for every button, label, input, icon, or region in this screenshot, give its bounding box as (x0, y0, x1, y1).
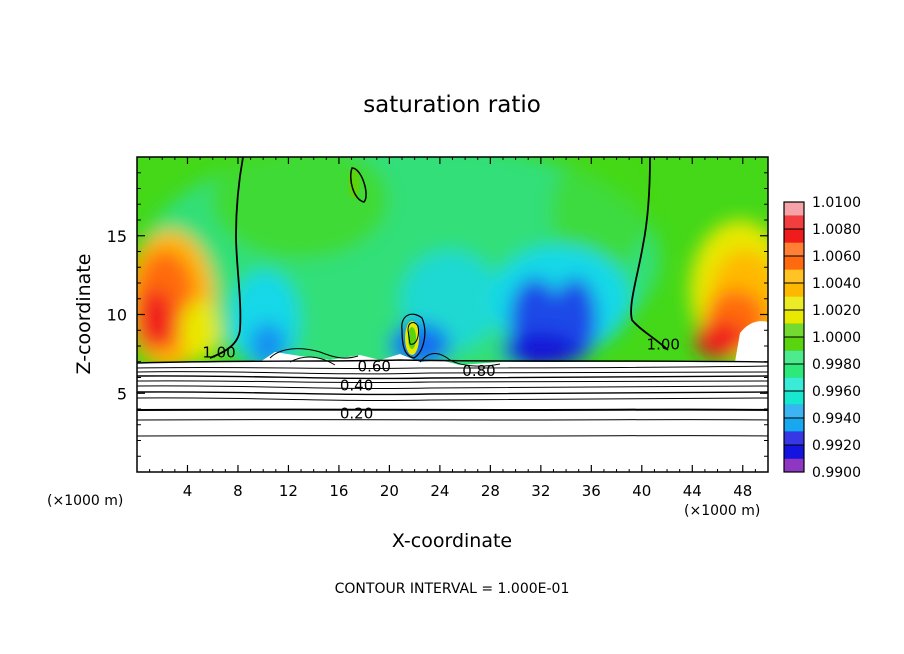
colorbar-band (784, 431, 804, 446)
x-tick-label: 40 (632, 482, 651, 500)
colorbar-band (784, 269, 804, 284)
chart-title: saturation ratio (363, 92, 541, 118)
colorbar-label: 0.9980 (812, 357, 861, 373)
colorbar-band (784, 283, 804, 297)
colorbar-label: 1.0100 (812, 195, 861, 211)
colorbar-band (784, 215, 804, 230)
contour-interval-note: CONTOUR INTERVAL = 1.000E-01 (335, 581, 570, 597)
colorbar-band (784, 418, 804, 432)
y-tick-label: 15 (107, 227, 127, 246)
colorbar-label: 1.0020 (812, 303, 861, 319)
y-axis-label: Z-coordinate (73, 254, 95, 375)
colorbar-band (784, 256, 804, 270)
colorbar-label: 1.0080 (812, 222, 861, 238)
x-unit-left: (×1000 m) (47, 493, 123, 509)
x-tick-label: 44 (683, 482, 702, 500)
colorbar-label: 0.9960 (812, 384, 861, 400)
contour-label: 0.80 (462, 362, 495, 380)
colorbar-band (784, 404, 804, 419)
field-shading (137, 157, 768, 380)
x-tick-label: 16 (329, 482, 348, 500)
contour-label: 0.40 (340, 376, 373, 394)
colorbar-label: 0.9900 (812, 465, 861, 481)
colorbar-label: 0.9940 (812, 411, 861, 427)
colorbar-band (784, 377, 804, 392)
x-tick-label: 28 (481, 482, 500, 500)
contour-label: 0.60 (358, 357, 391, 375)
y-tick-label: 10 (107, 306, 127, 325)
colorbar-label: 0.9920 (812, 438, 861, 454)
contour-label: 1.00 (202, 343, 235, 361)
colorbar-band (784, 350, 804, 365)
colorbar-band (784, 242, 804, 257)
x-tick-label: 12 (279, 482, 298, 500)
x-tick-label: 32 (531, 482, 550, 500)
y-tick-label: 5 (117, 384, 127, 403)
white-patch (735, 321, 768, 362)
colorbar-band (784, 310, 804, 324)
colorbar-band (784, 445, 804, 459)
x-tick-label: 20 (380, 482, 399, 500)
colorbar-label: 1.0040 (812, 276, 861, 292)
colorbar-label: 1.0060 (812, 249, 861, 265)
colorbar-band (784, 337, 804, 351)
contour-labels: 1.00 0.600.40 0.80 0.20 1.00 (202, 335, 680, 423)
colorbar: 1.0100 1.0080 1.0060 1.0040 1.0020 1.0000 0.99… (783, 195, 861, 481)
colorbar-band (784, 229, 804, 243)
x-axis-ticks: 4 8 12 16 20 24 28 32 36 40 44 48 (149, 157, 756, 500)
colorbar-band (784, 202, 804, 216)
colorbar-band (784, 458, 804, 473)
x-axis-label: X-coordinate (392, 530, 512, 552)
x-tick-label: 24 (430, 482, 449, 500)
colorbar-band (784, 323, 804, 338)
unsaturated-region (137, 352, 768, 472)
contour-label: 0.20 (340, 405, 373, 423)
x-tick-label: 48 (733, 482, 752, 500)
contours (137, 157, 768, 437)
x-tick-label: 4 (183, 482, 193, 500)
plot-area: 1.00 0.600.40 0.80 0.20 1.00 (137, 157, 768, 472)
colorbar-band (784, 364, 804, 378)
colorbar-label: 1.0000 (812, 330, 861, 346)
x-tick-label: 8 (233, 482, 243, 500)
x-unit-right: (×1000 m) (684, 503, 760, 519)
x-tick-label: 36 (582, 482, 601, 500)
colorbar-band (784, 296, 804, 311)
contour-label: 1.00 (647, 335, 680, 353)
y-axis-ticks: 5 10 15 (107, 172, 768, 457)
colorbar-band (784, 391, 804, 405)
